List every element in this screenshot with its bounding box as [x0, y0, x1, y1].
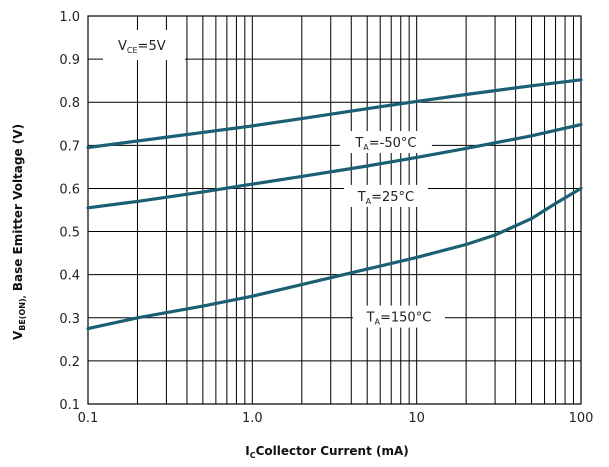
y-tick-label: 0.5 [59, 226, 80, 241]
vce-annotation: VCE=5V [103, 30, 185, 60]
vce-annotation-bg [103, 30, 185, 60]
x-axis-title-sub: C [250, 451, 256, 460]
y-tick-label: 0.9 [59, 53, 80, 68]
series-label-text: TA=-50°C [354, 136, 416, 152]
x-axis-title-main: I [245, 444, 249, 458]
series-label-sub: A [363, 143, 369, 152]
y-axis-title-main: V [11, 330, 25, 340]
series-label-bg [352, 305, 445, 328]
tick-labels: 0.1 0.2 0.3 0.4 0.5 0.6 0.7 0.8 0.9 1.0 0.1 1.0 10 10… [59, 10, 593, 426]
y-tick-label: 0.6 [59, 182, 80, 197]
series-label-main: T [366, 311, 375, 326]
series-label-rest: =150°C [380, 311, 431, 326]
y-tick-label: 0.2 [59, 355, 80, 370]
series-label-2: TA=150°C [352, 305, 445, 328]
x-tick-label: 0.1 [78, 411, 99, 426]
series-label-1: TA=25°C [343, 184, 428, 207]
y-tick-label: 0.8 [59, 96, 80, 111]
series-label-text: TA=25°C [357, 190, 414, 206]
series-label-bg [343, 184, 428, 207]
y-tick-label: 0.7 [59, 139, 80, 154]
y-tick-label: 0.1 [59, 398, 80, 413]
x-axis-title-rest: Collector Current (mA) [256, 444, 409, 458]
x-tick-label: 10 [408, 411, 425, 426]
vce-sub: CE [127, 46, 138, 55]
series-layer [86, 78, 583, 331]
x-tick-label: 1.0 [242, 411, 263, 426]
series-label-text: TA=150°C [366, 311, 432, 327]
y-tick-label: 1.0 [59, 10, 80, 25]
y-tick-label: 0.4 [59, 269, 80, 284]
series-label-sub: A [375, 318, 381, 327]
series-label-sub: A [366, 197, 372, 206]
vce-annotation-text: VCE=5V [118, 39, 166, 55]
series-label-main: T [357, 190, 366, 205]
y-axis-title-sub: BE(ON), [18, 295, 27, 330]
plot-frame [87, 15, 582, 405]
series-label-main: T [354, 136, 363, 151]
grid [87, 15, 582, 405]
x-axis-title: ICCollector Current (mA) [245, 444, 409, 460]
series-line-1 [86, 122, 583, 210]
y-axis-title: VBE(ON), Base Emitter Voltage (V) [11, 124, 27, 340]
series-label-rest: =25°C [371, 190, 414, 205]
y-tick-label: 0.3 [59, 312, 80, 327]
series-labels: TA=-50°CTA=25°CTA=150°C [339, 131, 445, 328]
series-line-0 [86, 78, 583, 150]
series-line-2 [86, 186, 583, 331]
y-axis-title-rest: Base Emitter Voltage (V) [11, 124, 25, 295]
series-label-0: TA=-50°C [339, 131, 432, 154]
vce-main: V [118, 39, 127, 54]
series-label-rest: =-50°C [369, 136, 417, 151]
series-label-bg [339, 131, 432, 154]
vce-rest: =5V [138, 39, 166, 54]
x-tick-label: 100 [569, 411, 594, 426]
